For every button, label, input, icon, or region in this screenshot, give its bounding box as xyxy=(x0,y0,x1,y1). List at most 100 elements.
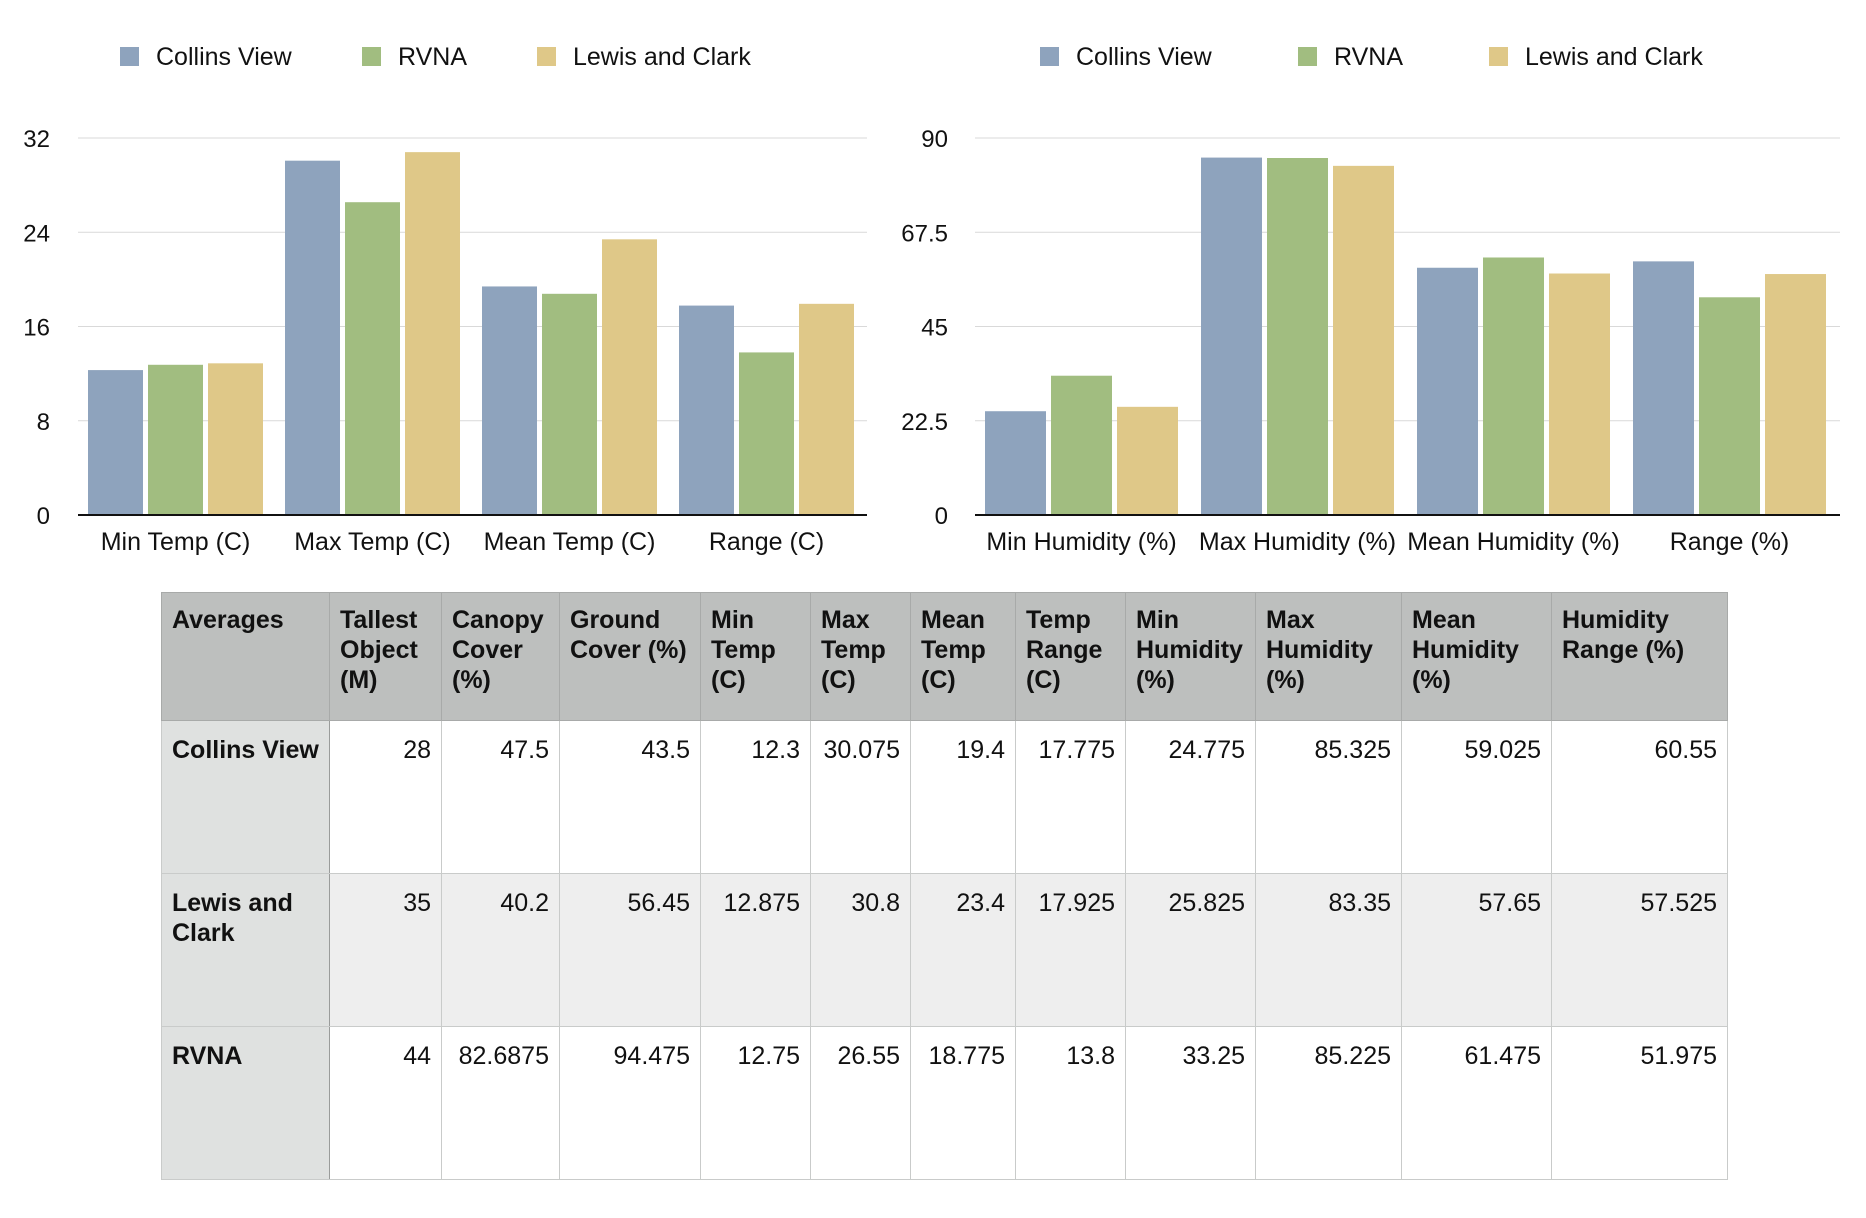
bar xyxy=(1483,257,1544,515)
table-cell: 94.475 xyxy=(559,1026,701,1180)
bar xyxy=(799,303,854,515)
x-tick-label: Min Temp (C) xyxy=(101,528,251,556)
x-tick-label: Max Temp (C) xyxy=(294,528,451,556)
y-tick-label: 32 xyxy=(23,126,50,153)
bar xyxy=(739,352,794,515)
table-cell: 83.35 xyxy=(1255,873,1402,1027)
y-tick-label: 24 xyxy=(23,220,50,247)
table-cell: 44 xyxy=(329,1026,442,1180)
row-label: Collins View xyxy=(161,720,330,874)
x-tick-label: Range (C) xyxy=(709,528,824,556)
table-header-cell: Humidity Range (%) xyxy=(1551,592,1728,721)
bar xyxy=(1765,274,1826,515)
legend-swatch xyxy=(1489,47,1508,66)
y-tick-label: 67.5 xyxy=(901,220,948,247)
table-header-cell: Mean Humidity (%) xyxy=(1401,592,1552,721)
bar xyxy=(285,160,340,516)
bar xyxy=(1051,375,1112,515)
row-label: Lewis and Clark xyxy=(161,873,330,1027)
table-cell: 61.475 xyxy=(1401,1026,1552,1180)
table-cell: 56.45 xyxy=(559,873,701,1027)
charts-area: Collins View RVNA Lewis and Clark 0 8 16 24 32 M… xyxy=(23,43,1840,556)
x-tick-label: Mean Humidity (%) xyxy=(1407,528,1620,556)
legend-label: Collins View xyxy=(156,43,293,71)
table-cell: 85.225 xyxy=(1255,1026,1402,1180)
table-cell: 85.325 xyxy=(1255,720,1402,874)
table-header-cell: Mean Temp (C) xyxy=(910,592,1016,721)
table-header-cell: Ground Cover (%) xyxy=(559,592,701,721)
table-cell: 57.65 xyxy=(1401,873,1552,1027)
bar xyxy=(148,364,203,515)
table-header-cell: Tallest Object (M) xyxy=(329,592,442,721)
bar xyxy=(208,363,263,515)
table-header-cell: Min Humidity (%) xyxy=(1125,592,1256,721)
legend-swatch xyxy=(120,47,139,66)
table-header-cell: Canopy Cover (%) xyxy=(441,592,560,721)
row-label: RVNA xyxy=(161,1026,330,1180)
table-cell: 82.6875 xyxy=(441,1026,560,1180)
table-cell: 28 xyxy=(329,720,442,874)
x-tick-label: Min Humidity (%) xyxy=(986,528,1176,556)
table-cell: 17.775 xyxy=(1015,720,1126,874)
x-tick-label: Max Humidity (%) xyxy=(1199,528,1396,556)
table-row: Collins View 28 47.5 43.5 12.3 30.075 19… xyxy=(161,720,1728,874)
bar xyxy=(1633,261,1694,515)
bar xyxy=(1117,406,1178,515)
table-cell: 13.8 xyxy=(1015,1026,1126,1180)
y-tick-label: 45 xyxy=(921,315,948,342)
table-header-cell: Max Temp (C) xyxy=(810,592,911,721)
table-header-cell: Temp Range (C) xyxy=(1015,592,1126,721)
bar xyxy=(679,305,734,515)
y-tick-label: 22.5 xyxy=(901,409,948,436)
table-cell: 35 xyxy=(329,873,442,1027)
table-cell: 23.4 xyxy=(910,873,1016,1027)
bar xyxy=(1201,157,1262,515)
table-cell: 25.825 xyxy=(1125,873,1256,1027)
bar xyxy=(1417,267,1478,515)
y-tick-label: 90 xyxy=(921,126,948,153)
table-row: RVNA 44 82.6875 94.475 12.75 26.55 18.77… xyxy=(161,1026,1728,1180)
table-header-cell: Averages xyxy=(161,592,330,721)
y-tick-label: 0 xyxy=(37,503,50,530)
table-cell: 12.3 xyxy=(700,720,811,874)
table-cell: 19.4 xyxy=(910,720,1016,874)
table-cell: 51.975 xyxy=(1551,1026,1728,1180)
y-tick-label: 16 xyxy=(23,315,50,342)
table-header-cell: Max Humidity (%) xyxy=(1255,592,1402,721)
averages-table-wrapper: Averages Tallest Object (M) Canopy Cover… xyxy=(161,592,1728,1180)
bar xyxy=(88,370,143,515)
legend-label: Lewis and Clark xyxy=(1525,43,1703,71)
table-header-cell: Min Temp (C) xyxy=(700,592,811,721)
bar xyxy=(345,202,400,515)
bar xyxy=(542,293,597,515)
legend-label: Lewis and Clark xyxy=(573,43,751,71)
averages-table: Averages Tallest Object (M) Canopy Cover… xyxy=(161,592,1728,1180)
table-cell: 26.55 xyxy=(810,1026,911,1180)
legend-label: Collins View xyxy=(1076,43,1213,71)
legend-swatch xyxy=(537,47,556,66)
legend-label: RVNA xyxy=(398,43,467,71)
table-cell: 18.775 xyxy=(910,1026,1016,1180)
table-cell: 30.8 xyxy=(810,873,911,1027)
table-row: Lewis and Clark 35 40.2 56.45 12.875 30.… xyxy=(161,873,1728,1027)
table-cell: 12.875 xyxy=(700,873,811,1027)
x-tick-label: Range (%) xyxy=(1670,528,1790,556)
y-tick-label: 0 xyxy=(935,503,948,530)
table-cell: 24.775 xyxy=(1125,720,1256,874)
legend-label: RVNA xyxy=(1334,43,1403,71)
bar xyxy=(482,286,537,515)
y-tick-label: 8 xyxy=(37,409,50,436)
table-cell: 47.5 xyxy=(441,720,560,874)
bar xyxy=(985,411,1046,515)
x-tick-label: Mean Temp (C) xyxy=(484,528,656,556)
table-cell: 12.75 xyxy=(700,1026,811,1180)
bar xyxy=(1267,158,1328,515)
bar xyxy=(1699,297,1760,515)
table-cell: 60.55 xyxy=(1551,720,1728,874)
bar xyxy=(602,239,657,515)
table-cell: 59.025 xyxy=(1401,720,1552,874)
legend-swatch xyxy=(362,47,381,66)
bar xyxy=(1549,273,1610,515)
table-cell: 17.925 xyxy=(1015,873,1126,1027)
bar xyxy=(1333,165,1394,515)
